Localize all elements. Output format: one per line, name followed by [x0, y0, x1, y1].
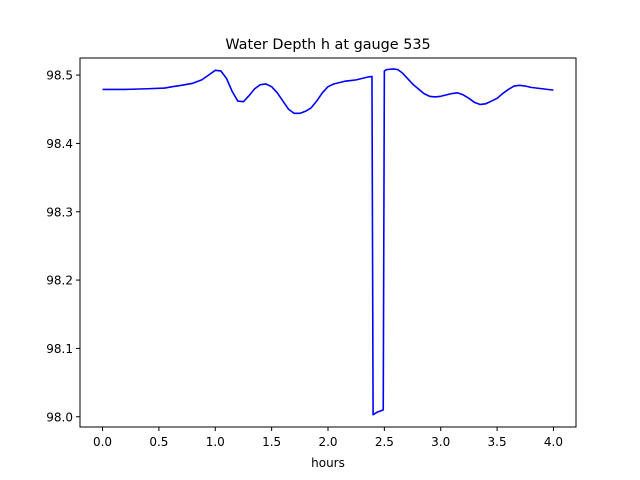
- plot-area: [102, 68, 554, 416]
- x-tick-label: 3.5: [488, 435, 507, 449]
- series-line-0: [102, 68, 554, 416]
- x-tick-label: 0.5: [149, 435, 168, 449]
- y-tick-label: 98.2: [46, 274, 73, 288]
- y-tick-label: 98.5: [46, 69, 73, 83]
- y-tick-label: 98.3: [46, 205, 73, 219]
- y-tick-label: 98.4: [46, 137, 73, 151]
- y-tick-label: 98.1: [46, 342, 73, 356]
- x-tick-label: 2.0: [318, 435, 337, 449]
- x-axis-label: hours: [311, 456, 345, 470]
- x-tick-label: 1.0: [206, 435, 225, 449]
- y-tick-label: 98.0: [46, 410, 73, 424]
- x-tick-label: 3.0: [431, 435, 450, 449]
- x-tick-label: 4.0: [544, 435, 563, 449]
- x-axis-ticks: 0.0 0.5 1.0 1.5 2.0 2.5 3.0 3.5 4.0: [93, 427, 563, 449]
- y-axis-ticks: 98.0 98.1 98.2 98.3 98.4 98.5: [46, 69, 80, 424]
- x-tick-label: 2.5: [375, 435, 394, 449]
- x-tick-label: 0.0: [93, 435, 112, 449]
- chart-title: Water Depth h at gauge 535: [225, 37, 430, 53]
- x-tick-label: 1.5: [262, 435, 281, 449]
